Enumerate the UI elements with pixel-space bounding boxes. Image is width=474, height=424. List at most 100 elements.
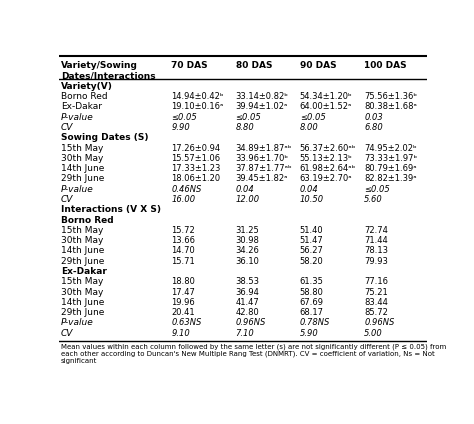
Text: P-value: P-value: [61, 318, 94, 327]
Text: 85.72: 85.72: [364, 308, 388, 317]
Text: 16.00: 16.00: [171, 195, 195, 204]
Text: 13.66: 13.66: [171, 236, 195, 245]
Text: 41.47: 41.47: [236, 298, 259, 307]
Text: 0.96NS: 0.96NS: [236, 318, 266, 327]
Text: 80.38±1.68ᵃ: 80.38±1.68ᵃ: [364, 103, 417, 112]
Text: 73.33±1.97ᵇ: 73.33±1.97ᵇ: [364, 154, 417, 163]
Text: 36.94: 36.94: [236, 287, 259, 296]
Text: 15.72: 15.72: [171, 226, 195, 235]
Text: Mean values within each column followed by the same letter (s) are not significa: Mean values within each column followed …: [61, 343, 447, 364]
Text: 17.26±0.94: 17.26±0.94: [171, 144, 220, 153]
Text: 33.14±0.82ᵇ: 33.14±0.82ᵇ: [236, 92, 289, 101]
Text: ≤0.05: ≤0.05: [171, 113, 197, 122]
Text: 5.90: 5.90: [300, 329, 319, 338]
Text: 58.80: 58.80: [300, 287, 324, 296]
Text: CV: CV: [61, 329, 73, 338]
Text: 61.98±2.64ᵃᵇ: 61.98±2.64ᵃᵇ: [300, 164, 356, 173]
Text: 83.44: 83.44: [364, 298, 388, 307]
Text: 42.80: 42.80: [236, 308, 259, 317]
Text: 58.20: 58.20: [300, 257, 324, 266]
Text: 55.13±2.13ᵇ: 55.13±2.13ᵇ: [300, 154, 353, 163]
Text: Variety/Sowing
Dates/Interactions: Variety/Sowing Dates/Interactions: [61, 61, 156, 80]
Text: 51.47: 51.47: [300, 236, 324, 245]
Text: 61.35: 61.35: [300, 277, 324, 286]
Text: 30th May: 30th May: [61, 154, 103, 163]
Text: 19.96: 19.96: [171, 298, 195, 307]
Text: 75.56±1.36ᵇ: 75.56±1.36ᵇ: [364, 92, 417, 101]
Text: 14th June: 14th June: [61, 164, 104, 173]
Text: 82.82±1.39ᵃ: 82.82±1.39ᵃ: [364, 174, 417, 184]
Text: P-value: P-value: [61, 185, 94, 194]
Text: Ex-Dakar: Ex-Dakar: [61, 267, 107, 276]
Text: 0.46NS: 0.46NS: [171, 185, 201, 194]
Text: 0.78NS: 0.78NS: [300, 318, 330, 327]
Text: 79.93: 79.93: [364, 257, 388, 266]
Text: 64.00±1.52ᵃ: 64.00±1.52ᵃ: [300, 103, 352, 112]
Text: 15.71: 15.71: [171, 257, 195, 266]
Text: 5.60: 5.60: [364, 195, 383, 204]
Text: CV: CV: [61, 123, 73, 132]
Text: 70 DAS: 70 DAS: [171, 61, 208, 70]
Text: 0.04: 0.04: [300, 185, 319, 194]
Text: 0.63NS: 0.63NS: [171, 318, 201, 327]
Text: 33.96±1.70ᵇ: 33.96±1.70ᵇ: [236, 154, 289, 163]
Text: 17.33±1.23: 17.33±1.23: [171, 164, 221, 173]
Text: 29th June: 29th June: [61, 308, 104, 317]
Text: 17.47: 17.47: [171, 287, 195, 296]
Text: P-value: P-value: [61, 113, 94, 122]
Text: Interactions (V X S): Interactions (V X S): [61, 205, 161, 214]
Text: 18.06±1.20: 18.06±1.20: [171, 174, 220, 184]
Text: 29th June: 29th June: [61, 257, 104, 266]
Text: 19.10±0.16ᵃ: 19.10±0.16ᵃ: [171, 103, 224, 112]
Text: Borno Red: Borno Red: [61, 215, 114, 225]
Text: 14th June: 14th June: [61, 298, 104, 307]
Text: 39.94±1.02ᵃ: 39.94±1.02ᵃ: [236, 103, 288, 112]
Text: 80.79±1.69ᵃ: 80.79±1.69ᵃ: [364, 164, 417, 173]
Text: 0.96NS: 0.96NS: [364, 318, 394, 327]
Text: 8.80: 8.80: [236, 123, 255, 132]
Text: 5.00: 5.00: [364, 329, 383, 338]
Text: 67.69: 67.69: [300, 298, 324, 307]
Text: 14.94±0.42ᵇ: 14.94±0.42ᵇ: [171, 92, 224, 101]
Text: 71.44: 71.44: [364, 236, 388, 245]
Text: 68.17: 68.17: [300, 308, 324, 317]
Text: 15th May: 15th May: [61, 277, 103, 286]
Text: 15th May: 15th May: [61, 226, 103, 235]
Text: 54.34±1.20ᵇ: 54.34±1.20ᵇ: [300, 92, 353, 101]
Text: 9.90: 9.90: [171, 123, 190, 132]
Text: Ex-Dakar: Ex-Dakar: [61, 103, 102, 112]
Text: 30th May: 30th May: [61, 287, 103, 296]
Text: 75.21: 75.21: [364, 287, 388, 296]
Text: 15.57±1.06: 15.57±1.06: [171, 154, 220, 163]
Text: 30th May: 30th May: [61, 236, 103, 245]
Text: 56.27: 56.27: [300, 246, 324, 255]
Text: 14.70: 14.70: [171, 246, 195, 255]
Text: Sowing Dates (S): Sowing Dates (S): [61, 133, 148, 142]
Text: 8.00: 8.00: [300, 123, 319, 132]
Text: Variety(V): Variety(V): [61, 82, 113, 91]
Text: 39.45±1.82ᵃ: 39.45±1.82ᵃ: [236, 174, 288, 184]
Text: 51.40: 51.40: [300, 226, 323, 235]
Text: 56.37±2.60ᵃᵇ: 56.37±2.60ᵃᵇ: [300, 144, 356, 153]
Text: 6.80: 6.80: [364, 123, 383, 132]
Text: 37.87±1.77ᵃᵇ: 37.87±1.77ᵃᵇ: [236, 164, 292, 173]
Text: 10.50: 10.50: [300, 195, 324, 204]
Text: 31.25: 31.25: [236, 226, 259, 235]
Text: 29th June: 29th June: [61, 174, 104, 184]
Text: 20.41: 20.41: [171, 308, 195, 317]
Text: 90 DAS: 90 DAS: [300, 61, 337, 70]
Text: 9.10: 9.10: [171, 329, 190, 338]
Text: ≤0.05: ≤0.05: [364, 185, 390, 194]
Text: 78.13: 78.13: [364, 246, 388, 255]
Text: 15th May: 15th May: [61, 144, 103, 153]
Text: 34.89±1.87ᵃᵇ: 34.89±1.87ᵃᵇ: [236, 144, 292, 153]
Text: 34.26: 34.26: [236, 246, 259, 255]
Text: 0.04: 0.04: [236, 185, 255, 194]
Text: 7.10: 7.10: [236, 329, 255, 338]
Text: CV: CV: [61, 195, 73, 204]
Text: 77.16: 77.16: [364, 277, 388, 286]
Text: 38.53: 38.53: [236, 277, 260, 286]
Text: 36.10: 36.10: [236, 257, 259, 266]
Text: ≤0.05: ≤0.05: [236, 113, 261, 122]
Text: ≤0.05: ≤0.05: [300, 113, 326, 122]
